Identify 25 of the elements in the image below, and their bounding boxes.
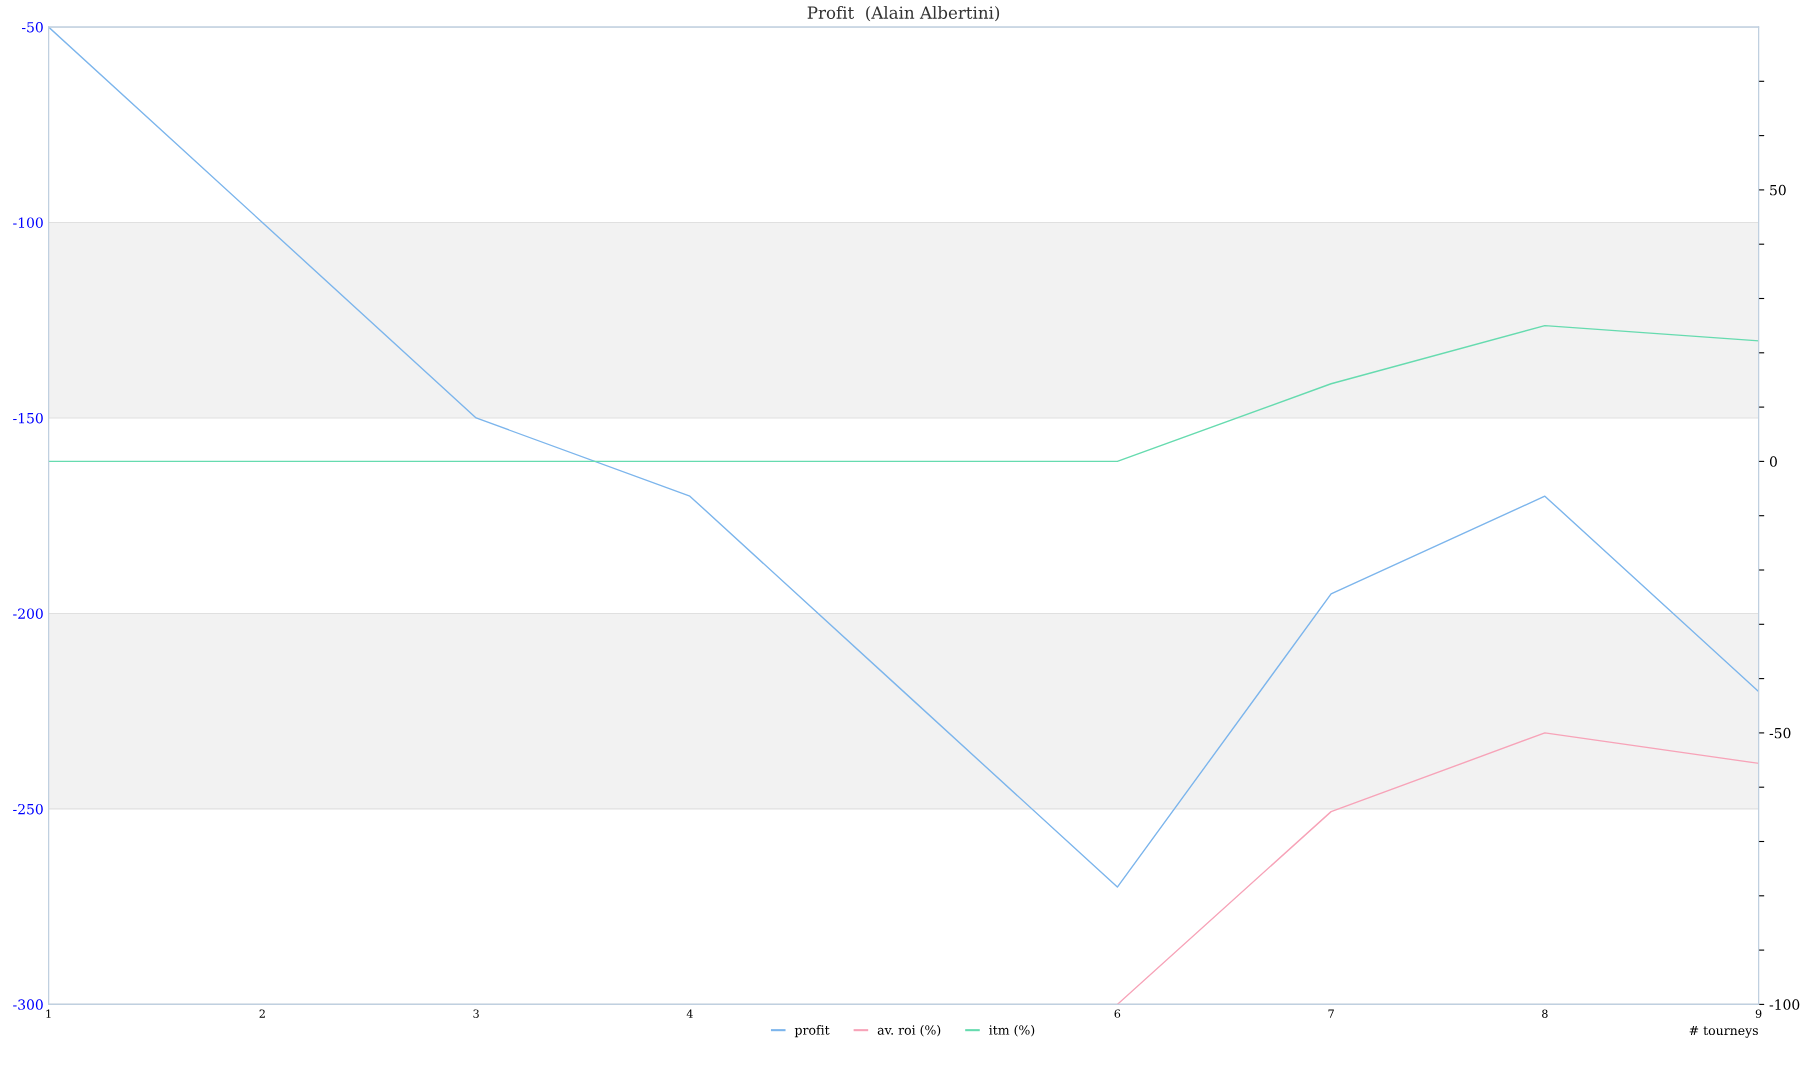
y-tick-label: -200 [13,608,43,619]
y2-tick-label: -50 [1769,727,1791,739]
y-tick-label: -300 [13,999,43,1010]
y2-tick-label: 0 [1769,456,1777,467]
x-tick-label: 3 [473,1009,479,1018]
x-tick-label: 9 [1755,1009,1762,1018]
x-tick-label: 4 [686,1009,693,1018]
y-tick-label: -250 [13,803,43,815]
chart-title: Profit (Alain Albertini) [807,6,1000,22]
legend-label: itm (%) [989,1025,1035,1037]
x-axis-title: # tourneys [1689,1025,1758,1038]
line-series [1116,732,1759,1005]
y2-tick-label: 50 [1770,184,1786,196]
y-tick-label: -50 [21,21,43,33]
x-tick-label: 8 [1542,1009,1548,1018]
line-series [48,324,1759,463]
y2-tick-label: -100 [1769,999,1800,1010]
y-tick-label: -100 [13,217,43,228]
legend-label: av. roi (%) [877,1025,941,1037]
x-tick-label: 1 [46,1009,51,1018]
x-tick-label: 7 [1328,1009,1334,1018]
x-tick-label: 6 [1114,1009,1121,1018]
y-tick-label: -150 [13,412,43,424]
x-tick-label: 2 [259,1009,265,1018]
legend-label: profit [794,1025,830,1038]
